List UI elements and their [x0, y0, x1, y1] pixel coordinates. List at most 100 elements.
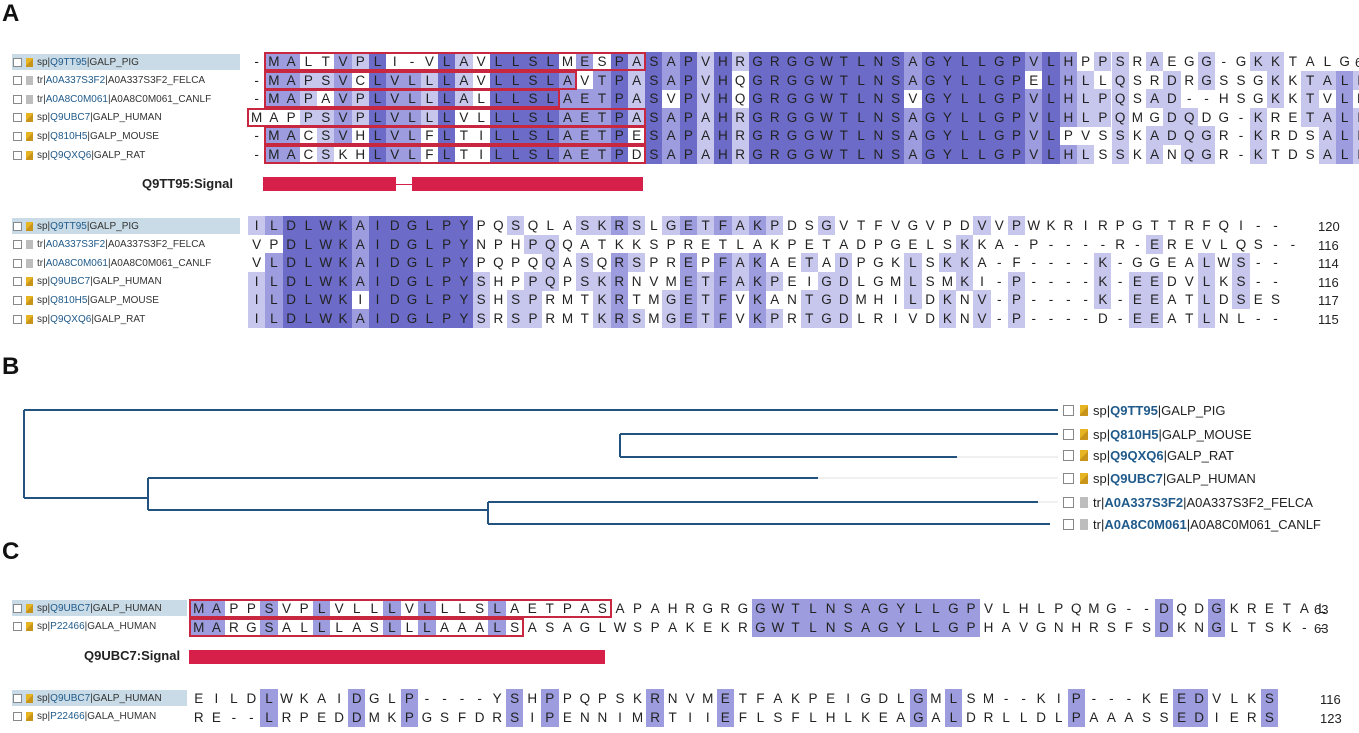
sequence-label-row[interactable]: sp| P22466 |GALA_HUMAN — [12, 708, 187, 724]
residue-cell: I — [530, 709, 535, 725]
select-checkbox[interactable] — [13, 113, 22, 123]
residue-cell: L — [265, 216, 283, 235]
sequence-label-row[interactable]: sp| Q810H5 |GALP_MOUSE — [12, 128, 240, 144]
sequence-label-row[interactable]: sp| Q9UBC7 |GALP_HUMAN — [12, 600, 187, 616]
tree-leaf-label[interactable]: tr| A0A8C0M061 |A0A8C0M061_CANLF — [1062, 515, 1321, 533]
select-checkbox[interactable] — [13, 76, 22, 86]
residue-cell: L — [541, 107, 559, 127]
accession-link[interactable]: A0A8C0M061 — [1104, 516, 1187, 532]
accession-link[interactable]: P22466 — [50, 620, 85, 632]
select-checkbox[interactable] — [13, 314, 22, 324]
accession-link[interactable]: A0A8C0M061 — [45, 93, 108, 105]
select-checkbox[interactable] — [13, 621, 22, 631]
sequence-label-row[interactable]: sp| Q9TT95 |GALP_PIG — [12, 218, 240, 234]
accession-link[interactable]: Q9QXQ6 — [50, 149, 92, 161]
accession-link[interactable]: Q810H5 — [50, 294, 88, 306]
select-checkbox[interactable] — [13, 57, 22, 67]
tree-leaf-label[interactable]: sp| Q9TT95 |GALP_PIG — [1062, 401, 1225, 419]
accession-link[interactable]: Q810H5 — [1110, 426, 1159, 442]
residue-cell: A — [668, 619, 678, 635]
residue-cell: A — [580, 236, 590, 252]
residue-cell: R — [646, 707, 664, 727]
accession-link[interactable]: Q9TT95 — [1110, 402, 1158, 418]
select-checkbox[interactable] — [1063, 404, 1074, 416]
sequence-label-row[interactable]: sp| Q9QXQ6 |GALP_RAT — [12, 147, 240, 163]
select-checkbox[interactable] — [13, 693, 22, 703]
residue-cell: L — [1042, 52, 1060, 71]
tree-leaf-label[interactable]: sp| Q9UBC7 |GALP_HUMAN — [1062, 469, 1256, 487]
residue-cell: L — [420, 107, 438, 127]
select-checkbox[interactable] — [13, 240, 22, 250]
select-checkbox[interactable] — [13, 603, 22, 613]
sequence-label-row[interactable]: sp| P22466 |GALA_HUMAN — [12, 618, 187, 634]
tree-leaf-label[interactable]: tr| A0A337S3F2 |A0A337S3F2_FELCA — [1062, 493, 1313, 511]
accession-link[interactable]: Q9TT95 — [50, 220, 87, 232]
select-checkbox[interactable] — [1063, 496, 1074, 508]
sequence-label-row[interactable]: sp| Q9QXQ6 |GALP_RAT — [12, 311, 240, 327]
accession-link[interactable]: Q9UBC7 — [50, 602, 91, 614]
select-checkbox[interactable] — [13, 150, 22, 160]
tree-leaf-label[interactable]: sp| Q810H5 |GALP_MOUSE — [1062, 425, 1252, 443]
sequence-label-row[interactable]: tr| A0A337S3F2 |A0A337S3F2_FELCA — [12, 237, 240, 253]
select-checkbox[interactable] — [1063, 428, 1074, 440]
residue-cell: L — [420, 309, 438, 328]
residue-cell: G — [662, 290, 680, 310]
residue-cell: P — [679, 52, 698, 71]
select-checkbox[interactable] — [13, 711, 22, 721]
residue-cell: A — [856, 617, 875, 637]
accession-link[interactable]: Q810H5 — [50, 130, 88, 142]
residue-cell: L — [403, 107, 421, 127]
residue-cell: D — [1287, 128, 1298, 144]
residue-cell: T — [1185, 311, 1194, 326]
select-checkbox[interactable] — [13, 258, 22, 268]
select-checkbox[interactable] — [1063, 449, 1074, 461]
residue-cell: M — [982, 691, 995, 706]
tr-icon — [26, 76, 33, 86]
residue-cell: T — [580, 311, 589, 326]
residue-cell: - — [1273, 255, 1278, 271]
sequence-label-row[interactable]: sp| Q9UBC7 |GALP_HUMAN — [12, 274, 240, 290]
accession-link[interactable]: A0A8C0M061 — [45, 257, 108, 269]
accession-link[interactable]: A0A337S3F2 — [1104, 494, 1184, 510]
select-checkbox[interactable] — [1063, 518, 1074, 530]
select-checkbox[interactable] — [13, 131, 22, 141]
sequence-label-row[interactable]: tr| A0A337S3F2 |A0A337S3F2_FELCA — [12, 73, 240, 89]
accession-link[interactable]: P22466 — [50, 710, 85, 722]
residue-cell: L — [956, 107, 974, 127]
sequence-label-row[interactable]: tr| A0A8C0M061 |A0A8C0M061_CANLF — [12, 91, 240, 107]
accession-link[interactable]: Q9UBC7 — [50, 276, 91, 288]
residue-cell: N — [787, 292, 797, 308]
select-checkbox[interactable] — [13, 94, 22, 104]
accession-link[interactable]: Q9UBC7 — [50, 112, 91, 124]
sequence-label-row[interactable]: sp| Q9TT95 |GALP_PIG — [12, 54, 240, 70]
select-checkbox[interactable] — [13, 295, 22, 305]
residue-cell: H — [825, 709, 836, 725]
residue-cell: T — [593, 145, 611, 164]
sequence-label-row[interactable]: sp| Q810H5 |GALP_MOUSE — [12, 292, 240, 308]
select-checkbox[interactable] — [13, 277, 22, 287]
sequence-label-row[interactable]: tr| A0A8C0M061 |A0A8C0M061_CANLF — [12, 255, 240, 271]
sequence-label-row[interactable]: sp| Q9UBC7 |GALP_HUMAN — [12, 690, 187, 706]
select-checkbox[interactable] — [13, 221, 22, 231]
residue-cell: G — [1253, 91, 1264, 107]
residue-cell: N — [821, 617, 840, 637]
accession-link[interactable]: Q9QXQ6 — [50, 313, 92, 325]
residue-cell: V — [459, 109, 469, 125]
accession-link[interactable]: Q9UBC7 — [50, 692, 91, 704]
accession-link[interactable]: A0A337S3F2 — [45, 75, 106, 87]
select-checkbox[interactable] — [1063, 472, 1074, 484]
residue-cell: E — [576, 145, 594, 164]
tree-leaf-label[interactable]: sp| Q9QXQ6 |GALP_RAT — [1062, 446, 1234, 464]
accession-link[interactable]: Q9QXQ6 — [1110, 447, 1164, 463]
residue-cell: M — [265, 126, 283, 146]
accession-link[interactable]: Q9UBC7 — [1110, 470, 1163, 486]
residue-cell: P — [701, 255, 711, 271]
sequence-label-row[interactable]: sp| Q9UBC7 |GALP_HUMAN — [12, 110, 240, 126]
residue-cell: S — [886, 89, 905, 109]
panel-a-signal-gap-line — [396, 184, 412, 185]
accession-link[interactable]: Q9TT95 — [50, 56, 87, 68]
accession-link[interactable]: A0A337S3F2 — [45, 239, 106, 251]
database-tag: sp| — [1093, 447, 1111, 463]
residue-cell: T — [835, 145, 853, 164]
database-tag: sp| — [37, 112, 51, 124]
